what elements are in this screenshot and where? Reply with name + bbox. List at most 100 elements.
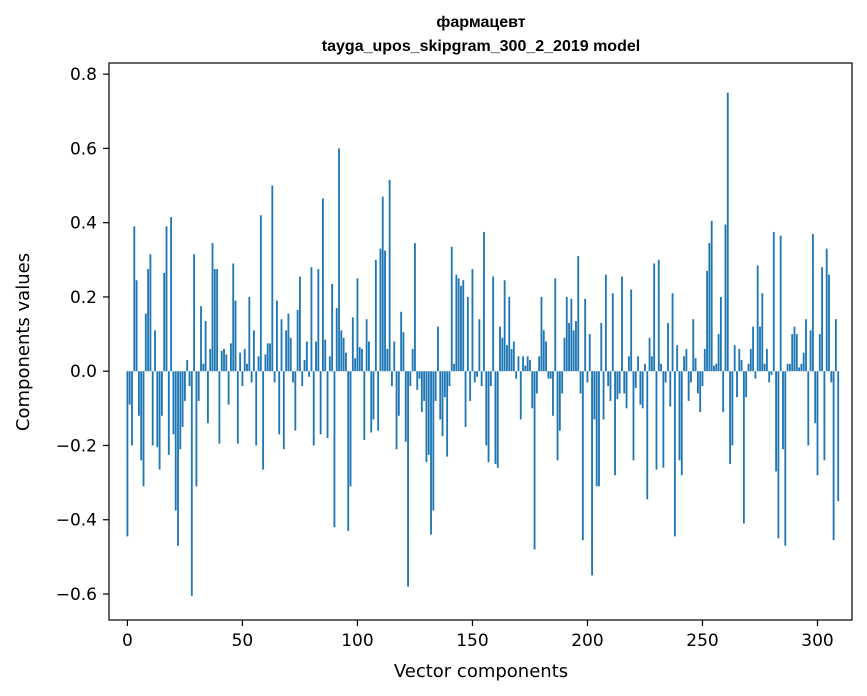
- bar: [503, 280, 506, 372]
- bar: [133, 226, 136, 372]
- bar: [538, 356, 541, 372]
- bar: [464, 371, 467, 427]
- bar: [623, 371, 626, 394]
- bar: [183, 371, 186, 401]
- bar: [174, 371, 177, 511]
- bar: [328, 356, 331, 372]
- bar: [706, 270, 708, 372]
- bar: [648, 337, 651, 372]
- bar: [211, 243, 214, 372]
- bar: [733, 345, 736, 372]
- bar: [644, 363, 646, 372]
- bar: [510, 348, 513, 372]
- bar: [616, 371, 619, 400]
- bar: [577, 256, 580, 372]
- bar: [814, 371, 817, 424]
- bar: [312, 371, 315, 446]
- bar: [407, 371, 409, 587]
- bar: [630, 289, 633, 372]
- bar: [832, 371, 835, 541]
- bar: [772, 231, 775, 372]
- bar: [524, 365, 527, 372]
- bar: [809, 330, 812, 372]
- bar: [393, 341, 396, 372]
- bar: [206, 371, 209, 424]
- y-tick-label: 0.2: [70, 288, 97, 308]
- bar: [282, 371, 285, 450]
- bar: [512, 341, 515, 372]
- bar: [338, 148, 340, 372]
- bar: [694, 358, 697, 372]
- bar: [837, 371, 840, 502]
- bar: [499, 326, 501, 372]
- bar: [759, 326, 761, 372]
- bar: [722, 371, 725, 413]
- bar: [331, 283, 334, 372]
- bar: [634, 371, 637, 388]
- bar: [460, 285, 462, 372]
- bar: [416, 371, 419, 390]
- bar: [598, 371, 600, 487]
- bar: [710, 220, 713, 372]
- bar: [825, 248, 828, 372]
- bar: [437, 326, 439, 372]
- bar: [607, 371, 610, 387]
- bar: [340, 330, 343, 372]
- bar: [156, 371, 159, 448]
- bar: [354, 358, 357, 372]
- bar: [368, 341, 370, 372]
- bar: [280, 319, 283, 372]
- bar: [372, 371, 375, 420]
- bar: [361, 348, 363, 372]
- x-axis-label: Vector components: [394, 661, 568, 682]
- bar: [779, 235, 782, 372]
- bar: [756, 265, 759, 372]
- bar: [448, 371, 451, 387]
- bar: [296, 309, 299, 372]
- bar: [699, 371, 702, 413]
- bar: [170, 217, 173, 372]
- bar: [149, 254, 152, 372]
- bar: [782, 371, 784, 450]
- bar: [586, 371, 589, 383]
- x-axis: 0 50 100 150 200 250 300: [122, 620, 834, 651]
- bar: [678, 371, 681, 461]
- bar: [342, 337, 345, 372]
- bar: [701, 371, 704, 387]
- bar: [570, 298, 573, 372]
- bar: [193, 254, 196, 372]
- bar: [476, 371, 478, 377]
- bar: [558, 371, 561, 431]
- bar: [609, 371, 612, 401]
- bar: [287, 313, 290, 372]
- bar: [667, 322, 669, 372]
- bar: [487, 371, 490, 463]
- bar: [522, 356, 524, 372]
- y-tick-label: 0.6: [70, 139, 97, 159]
- bar: [775, 371, 778, 472]
- bar: [807, 371, 810, 446]
- bar: [250, 371, 253, 383]
- bar: [533, 371, 536, 550]
- bar: [692, 319, 695, 372]
- bar: [802, 352, 805, 372]
- bar: [770, 371, 773, 375]
- bar: [466, 296, 469, 372]
- bar: [777, 371, 780, 539]
- bar: [568, 322, 570, 372]
- bar: [411, 348, 414, 372]
- bar: [223, 348, 225, 372]
- x-tick-label: 300: [801, 631, 833, 651]
- bar: [172, 371, 175, 435]
- bar: [591, 371, 593, 576]
- bar: [257, 356, 260, 372]
- bar: [604, 274, 607, 372]
- bar: [485, 371, 488, 446]
- bar: [243, 348, 246, 372]
- plot-frame: [108, 62, 853, 621]
- bar: [669, 371, 672, 407]
- bar: [370, 371, 373, 433]
- bar: [423, 371, 426, 401]
- x-tick-label: 100: [341, 631, 373, 651]
- bar: [147, 269, 150, 372]
